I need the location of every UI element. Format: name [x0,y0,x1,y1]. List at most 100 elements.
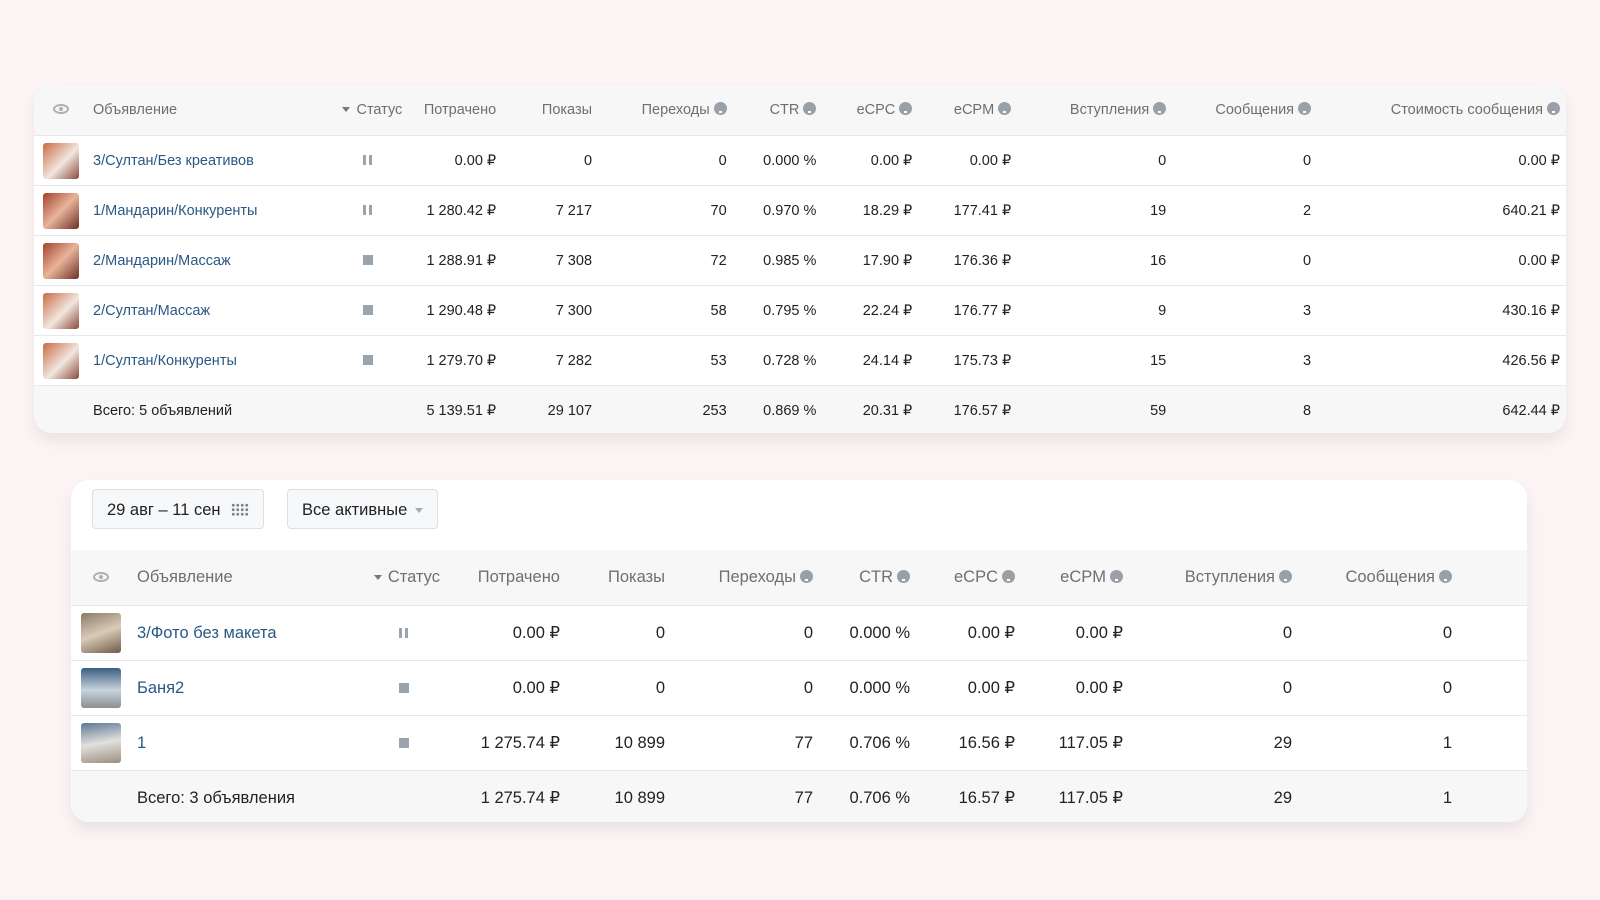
ad-row: 1/Султан/Конкуренты 1 279.70 ₽7 282 53 0.72… [34,335,1566,386]
metric-cell: 0 [566,605,671,661]
metric-cell: 176.77 ₽ [918,285,1018,336]
metric-cell: 0 [1172,235,1318,286]
column-header[interactable]: Вступления [1129,550,1298,606]
column-header-text: CTR [769,102,800,118]
metric-cell: 0.795 % [732,285,823,336]
metric-cell: 0 [1017,135,1173,186]
metric-cell: 0 [1129,660,1298,716]
metric-cell: 642.44 ₽ [1317,385,1566,433]
status-icon[interactable] [363,154,373,165]
ad-name[interactable]: 3/Фото без макета [131,605,361,661]
column-header[interactable]: Сообщения [1172,85,1318,136]
column-header[interactable]: Потрачено [446,550,566,606]
metric-cell: 16.57 ₽ [916,770,1021,822]
ads-table: Объявление Статус Потрачено Показы Перех… [71,550,1527,822]
metric-cell: 1 280.42 ₽ [408,185,503,236]
column-header[interactable]: eCPM [918,85,1018,136]
ad-row: 2/Султан/Массаж 1 290.48 ₽7 300 58 0.795 % 2… [34,285,1566,336]
header-row: Объявление Статус Потрачено Показы Перех… [71,550,1527,606]
ad-name[interactable]: 1/Султан/Конкуренты [87,335,327,386]
column-header-text: eCPC [953,568,998,586]
column-header[interactable]: Объявление [87,85,327,136]
column-header[interactable]: Потрачено [408,85,503,136]
ad-name[interactable]: 1 [131,715,361,771]
column-header-text: Статус [356,102,403,118]
metric-cell: 0 [598,135,733,186]
total-label: Всего: 3 объявления [131,770,361,822]
column-header[interactable]: Статус [326,85,409,136]
column-header[interactable]: eCPC [822,85,919,136]
ad-name[interactable]: 1/Мандарин/Конкуренты [87,185,327,236]
eye-icon[interactable] [93,572,109,582]
ad-name[interactable]: 2/Султан/Массаж [87,285,327,336]
metric-cell: 0.970 % [732,185,823,236]
metric-cell: 58 [598,285,733,336]
column-header-text: Переходы [718,568,796,586]
column-header-text: eCPC [856,102,896,118]
status-filter[interactable]: Все активные [287,489,439,529]
status-icon[interactable] [398,682,409,693]
column-header[interactable]: Переходы [598,85,733,136]
metric-cell: 430.16 ₽ [1317,285,1566,336]
metric-cell: 253 [598,385,733,433]
metric-cell: 0.00 ₽ [822,135,919,186]
metric-cell: 59 [1017,385,1173,433]
ad-row: 3/Султан/Без креативов 0.00 ₽0 0 0.000 % 0.0… [34,135,1566,186]
status-icon[interactable] [362,304,373,315]
status-icon[interactable] [363,204,373,215]
metric-cell: 19 [1017,185,1173,236]
metric-cell: 8 [1172,385,1318,433]
metric-cell: 18.29 ₽ [822,185,919,236]
metric-cell: 0.00 ₽ [1021,605,1129,661]
metric-cell: 10 899 [566,770,671,822]
metric-cell: 0 [1172,135,1318,186]
column-header[interactable]: Вступления [1017,85,1173,136]
column-header[interactable]: CTR [819,550,916,606]
metric-cell: 177.41 ₽ [918,185,1018,236]
column-header[interactable]: CTR [732,85,823,136]
column-header[interactable]: Стоимость сообщения [1317,85,1566,136]
ad-row: 2/Мандарин/Массаж 1 288.91 ₽7 308 72 0.985 … [34,235,1566,286]
metric-cell: 0.00 ₽ [916,660,1021,716]
metric-cell: 2 [1172,185,1318,236]
header-row: Объявление Статус Потрачено Показы Перех… [34,85,1566,136]
date-filter[interactable]: 29 авг – 11 сен [92,489,264,529]
ads-table-card: 29 авг – 11 сен Все активные Объявление … [71,480,1527,822]
status-icon[interactable] [398,737,409,748]
column-header[interactable]: Переходы [671,550,819,606]
metric-cell: 53 [598,335,733,386]
metric-cell: 1 275.74 ₽ [446,715,566,771]
metric-cell: 29 [1129,770,1298,822]
metric-cell: 7 308 [502,235,599,286]
metric-cell: 0.728 % [732,335,823,386]
column-header[interactable]: Показы [502,85,599,136]
eye-icon[interactable] [52,104,69,114]
column-header-text: Вступления [1184,568,1275,586]
metric-cell: 0.706 % [819,715,916,771]
date-text: 29 авг – 11 сен [107,501,221,519]
ad-name[interactable]: 3/Султан/Без креативов [87,135,327,186]
column-header[interactable]: Статус [361,550,446,606]
ad-name[interactable]: 2/Мандарин/Массаж [87,235,327,286]
total-label: Всего: 5 объявлений [87,385,327,433]
column-header[interactable]: Объявление [131,550,361,606]
column-header-text: Стоимость сообщения [1390,102,1543,118]
metric-cell: 176.36 ₽ [918,235,1018,286]
status-icon[interactable] [362,254,373,265]
column-header-text: Сообщения [1345,568,1435,586]
column-header-text: Переходы [641,102,710,118]
metric-cell: 0.00 ₽ [1021,660,1129,716]
status-icon[interactable] [362,354,373,365]
status-icon[interactable] [399,627,408,638]
column-header[interactable]: eCPM [1021,550,1129,606]
metric-cell: 29 107 [502,385,599,433]
metric-cell: 0 [671,660,819,716]
ad-name[interactable]: Баня2 [131,660,361,716]
column-header[interactable]: eCPC [916,550,1021,606]
column-header[interactable]: Показы [566,550,671,606]
column-header[interactable]: Сообщения [1298,550,1458,606]
metric-cell: 1 275.74 ₽ [446,770,566,822]
ads-table-card: Объявление Статус Потрачено Показы Перех… [34,85,1566,433]
metric-cell: 3 [1172,335,1318,386]
